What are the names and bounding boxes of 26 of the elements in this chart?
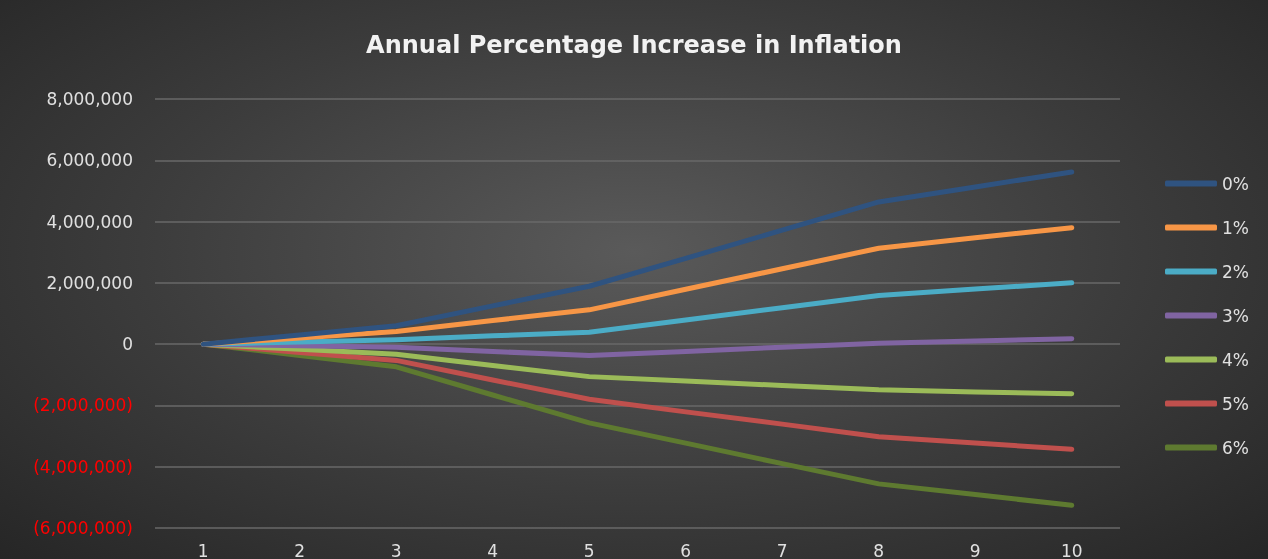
x-tick-label: 9 bbox=[969, 540, 981, 559]
x-tick-label: 10 bbox=[1060, 540, 1083, 559]
x-tick-label: 1 bbox=[197, 540, 209, 559]
x-tick-label: 4 bbox=[487, 540, 499, 559]
y-tick-label: (4,000,000) bbox=[33, 456, 133, 477]
chart-title: Annual Percentage Increase in Inflation bbox=[366, 31, 902, 59]
y-tick-label: (2,000,000) bbox=[33, 395, 133, 416]
y-tick-label: 8,000,000 bbox=[46, 89, 133, 109]
legend-label: 5% bbox=[1222, 393, 1249, 414]
x-tick-label: 2 bbox=[294, 540, 306, 559]
x-tick-label: 3 bbox=[390, 540, 402, 559]
x-tick-label: 6 bbox=[680, 540, 692, 559]
y-tick-label: (6,000,000) bbox=[33, 518, 133, 538]
x-tick-label: 8 bbox=[873, 540, 885, 559]
legend-label: 4% bbox=[1222, 349, 1249, 370]
y-tick-label: 4,000,000 bbox=[46, 211, 133, 232]
x-tick-label: 7 bbox=[776, 540, 788, 559]
x-tick-label: 5 bbox=[583, 540, 595, 559]
legend-label: 0% bbox=[1222, 173, 1249, 194]
y-tick-label: 6,000,000 bbox=[46, 150, 133, 171]
legend-label: 6% bbox=[1222, 437, 1249, 458]
y-tick-label: 2,000,000 bbox=[46, 272, 133, 293]
legend-label: 2% bbox=[1222, 261, 1249, 282]
y-tick-label: 0 bbox=[122, 334, 133, 355]
legend-label: 3% bbox=[1222, 305, 1249, 326]
legend-label: 1% bbox=[1222, 217, 1249, 238]
